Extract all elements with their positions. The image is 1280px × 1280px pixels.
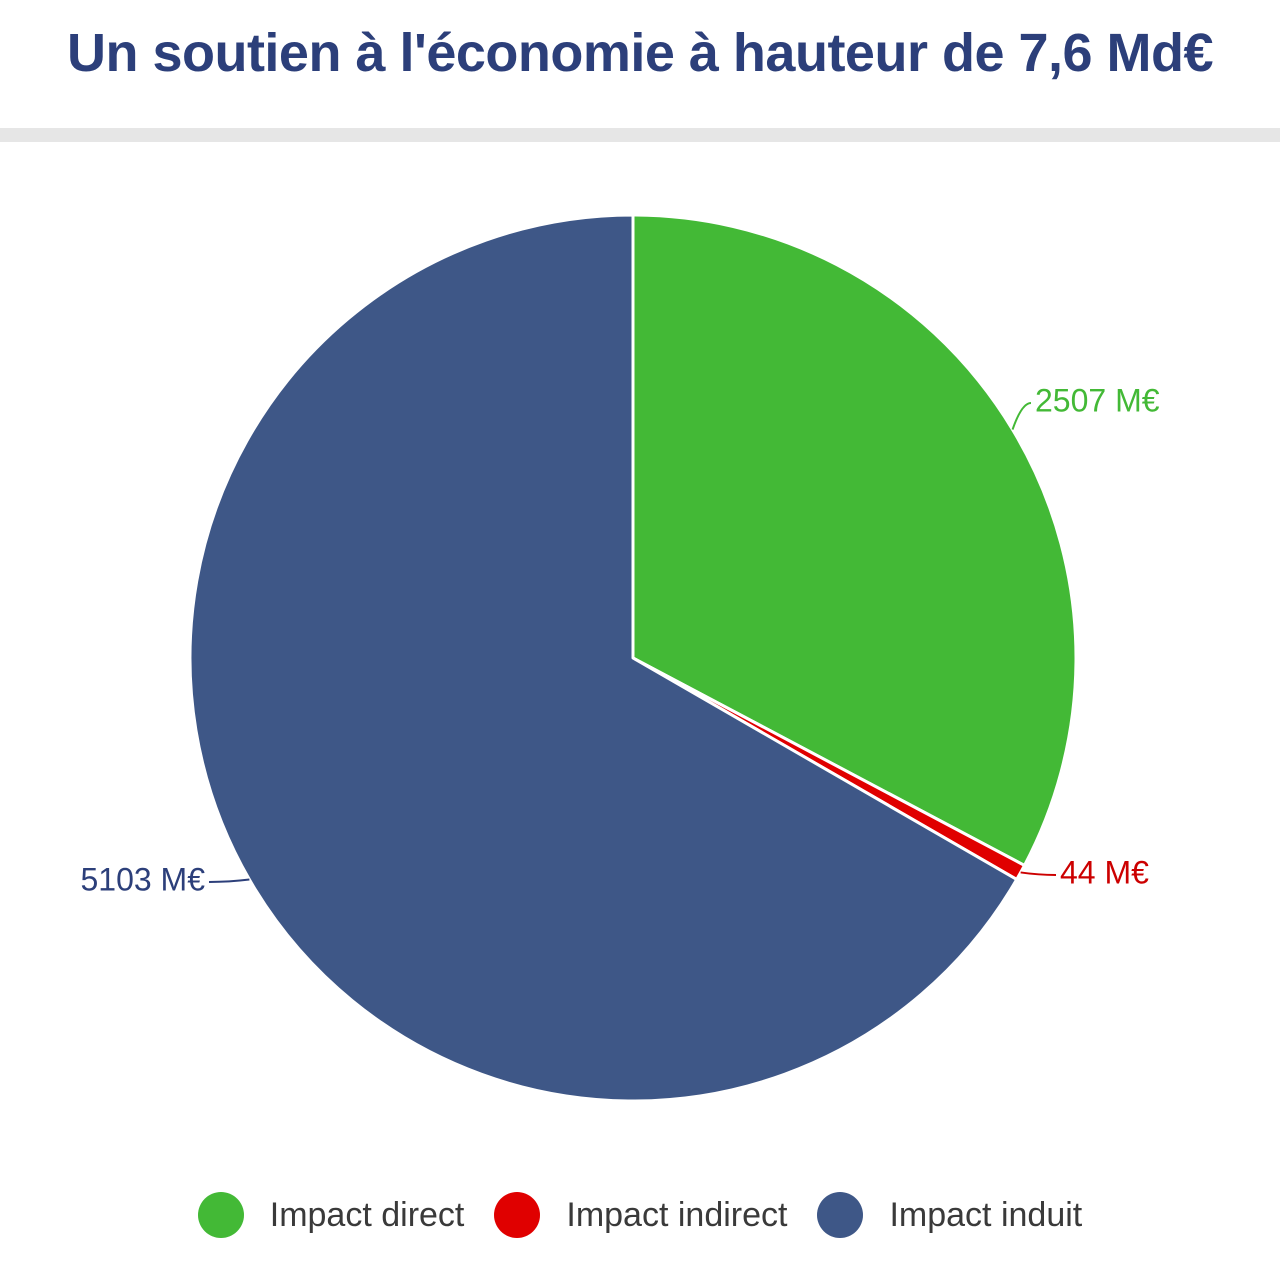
leader-line-induit — [208, 878, 250, 883]
leader-line-direct — [1011, 402, 1032, 430]
title-divider — [0, 128, 1280, 142]
legend-swatch-indirect — [494, 1192, 541, 1238]
chart-legend: Impact direct Impact indirect Impact ind… — [0, 1192, 1280, 1238]
data-label-induit: 5103 M€ — [80, 861, 205, 897]
legend-label-induit: Impact induit — [889, 1195, 1083, 1234]
legend-label-direct: Impact direct — [269, 1195, 465, 1234]
data-label-direct: 2507 M€ — [1035, 382, 1160, 418]
chart-title: Un soutien à l'économie à hauteur de 7,6… — [66, 23, 1214, 83]
pie-slice-direct[interactable] — [631, 213, 1078, 867]
data-label-indirect: 44 M€ — [1060, 854, 1149, 890]
legend-label-indirect: Impact indirect — [566, 1195, 788, 1234]
leader-line-indirect — [1020, 871, 1057, 876]
legend-item-induit[interactable]: Impact induit — [817, 1192, 1082, 1238]
legend-swatch-direct — [197, 1192, 244, 1238]
legend-item-direct[interactable]: Impact direct — [197, 1192, 465, 1238]
pie-slice-induit[interactable] — [188, 213, 1019, 1103]
legend-swatch-induit — [817, 1192, 864, 1238]
legend-item-indirect[interactable]: Impact indirect — [494, 1192, 787, 1238]
